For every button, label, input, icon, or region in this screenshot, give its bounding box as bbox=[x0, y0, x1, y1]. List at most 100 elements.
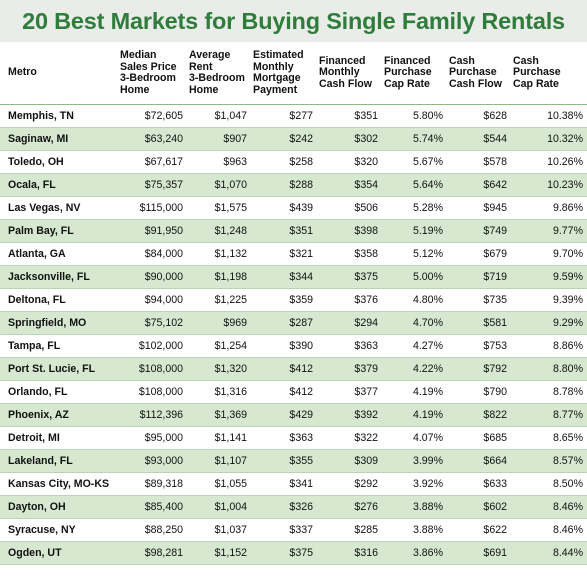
median-price-cell: $89,318 bbox=[118, 472, 187, 496]
financed-cash-flow-cell: $379 bbox=[317, 357, 382, 381]
financed-cash-flow-cell: $292 bbox=[317, 472, 382, 496]
mortgage-payment-cell: $439 bbox=[251, 196, 317, 220]
table-row: Kansas City, MO-KS $89,318 $1,055 $341 $292 3… bbox=[0, 472, 587, 496]
mortgage-payment-cell: $287 bbox=[251, 311, 317, 335]
median-price-cell: $98,281 bbox=[118, 541, 187, 565]
cash-purchase-cap-rate-cell: 8.50% bbox=[511, 472, 587, 496]
table-row: Tampa, FL $102,000 $1,254 $390 $363 4.27% $753… bbox=[0, 334, 587, 358]
financed-cap-rate-cell: 3.88% bbox=[382, 495, 447, 519]
metro-cell: Detroit, MI bbox=[0, 426, 118, 450]
page-title: 20 Best Markets for Buying Single Family… bbox=[22, 7, 565, 34]
table-row: Ocala, FL $75,357 $1,070 $288 $354 5.64% $642 1… bbox=[0, 173, 587, 197]
financed-cash-flow-cell: $398 bbox=[317, 219, 382, 243]
cash-purchase-cap-rate-cell: 10.23% bbox=[511, 173, 587, 197]
table-row: Phoenix, AZ $112,396 $1,369 $429 $392 4.19% $8… bbox=[0, 403, 587, 427]
cash-purchase-cash-flow-cell: $664 bbox=[447, 449, 511, 473]
median-price-cell: $94,000 bbox=[118, 288, 187, 312]
financed-cash-flow-cell: $302 bbox=[317, 127, 382, 151]
mortgage-payment-cell: $344 bbox=[251, 265, 317, 289]
median-price-cell: $95,000 bbox=[118, 426, 187, 450]
cash-purchase-cash-flow-cell: $628 bbox=[447, 104, 511, 128]
column-header-median-sales-price: Median Sales Price 3-Bedroom Home bbox=[118, 42, 187, 105]
column-header-financed-cash-flow: Financed Monthly Cash Flow bbox=[317, 42, 382, 105]
column-header-financed-cap-rate: Financed Purchase Cap Rate bbox=[382, 42, 447, 105]
metro-cell: Atlanta, GA bbox=[0, 242, 118, 266]
cash-purchase-cash-flow-cell: $602 bbox=[447, 495, 511, 519]
financed-cash-flow-cell: $316 bbox=[317, 541, 382, 565]
table-row: Memphis, TN $72,605 $1,047 $277 $351 5.80% $62… bbox=[0, 104, 587, 128]
cash-purchase-cash-flow-cell: $622 bbox=[447, 518, 511, 542]
cash-purchase-cash-flow-cell: $581 bbox=[447, 311, 511, 335]
mortgage-payment-cell: $277 bbox=[251, 104, 317, 128]
median-price-cell: $67,617 bbox=[118, 150, 187, 174]
column-header-cash-purchase-cap-rate: Cash Purchase Cap Rate bbox=[511, 42, 587, 105]
financed-cash-flow-cell: $375 bbox=[317, 265, 382, 289]
cash-purchase-cash-flow-cell: $719 bbox=[447, 265, 511, 289]
column-header-mortgage-payment: Estimated Monthly Mortgage Payment bbox=[251, 42, 317, 105]
financed-cap-rate-cell: 4.80% bbox=[382, 288, 447, 312]
mortgage-payment-cell: $351 bbox=[251, 219, 317, 243]
cash-purchase-cash-flow-cell: $945 bbox=[447, 196, 511, 220]
financed-cap-rate-cell: 4.27% bbox=[382, 334, 447, 358]
cash-purchase-cash-flow-cell: $685 bbox=[447, 426, 511, 450]
median-price-cell: $108,000 bbox=[118, 357, 187, 381]
metro-cell: Port St. Lucie, FL bbox=[0, 357, 118, 381]
financed-cash-flow-cell: $354 bbox=[317, 173, 382, 197]
financed-cash-flow-cell: $363 bbox=[317, 334, 382, 358]
cash-purchase-cap-rate-cell: 8.57% bbox=[511, 449, 587, 473]
financed-cash-flow-cell: $285 bbox=[317, 518, 382, 542]
average-rent-cell: $1,047 bbox=[187, 104, 251, 128]
financed-cash-flow-cell: $358 bbox=[317, 242, 382, 266]
table-row: Jacksonville, FL $90,000 $1,198 $344 $375 5.0… bbox=[0, 265, 587, 289]
table-row: Toledo, OH $67,617 $963 $258 $320 5.67% $578 10… bbox=[0, 150, 587, 174]
cash-purchase-cash-flow-cell: $544 bbox=[447, 127, 511, 151]
cash-purchase-cash-flow-cell: $749 bbox=[447, 219, 511, 243]
cash-purchase-cap-rate-cell: 8.78% bbox=[511, 380, 587, 404]
mortgage-payment-cell: $258 bbox=[251, 150, 317, 174]
average-rent-cell: $1,225 bbox=[187, 288, 251, 312]
average-rent-cell: $1,369 bbox=[187, 403, 251, 427]
average-rent-cell: $1,248 bbox=[187, 219, 251, 243]
average-rent-cell: $1,254 bbox=[187, 334, 251, 358]
median-price-cell: $63,240 bbox=[118, 127, 187, 151]
median-price-cell: $75,357 bbox=[118, 173, 187, 197]
table-row: Lakeland, FL $93,000 $1,107 $355 $309 3.99% $6… bbox=[0, 449, 587, 473]
financed-cap-rate-cell: 5.64% bbox=[382, 173, 447, 197]
financed-cap-rate-cell: 3.88% bbox=[382, 518, 447, 542]
financed-cash-flow-cell: $392 bbox=[317, 403, 382, 427]
financed-cap-rate-cell: 3.99% bbox=[382, 449, 447, 473]
financed-cash-flow-cell: $320 bbox=[317, 150, 382, 174]
table-row: Syracuse, NY $88,250 $1,037 $337 $285 3.88% $6… bbox=[0, 518, 587, 542]
median-price-cell: $112,396 bbox=[118, 403, 187, 427]
metro-cell: Toledo, OH bbox=[0, 150, 118, 174]
cash-purchase-cash-flow-cell: $790 bbox=[447, 380, 511, 404]
metro-cell: Las Vegas, NV bbox=[0, 196, 118, 220]
average-rent-cell: $1,070 bbox=[187, 173, 251, 197]
column-header-metro: Metro bbox=[0, 42, 118, 105]
financed-cap-rate-cell: 4.07% bbox=[382, 426, 447, 450]
metro-cell: Ocala, FL bbox=[0, 173, 118, 197]
financed-cash-flow-cell: $294 bbox=[317, 311, 382, 335]
table-row: Ogden, UT $98,281 $1,152 $375 $316 3.86% $691 8… bbox=[0, 541, 587, 565]
median-price-cell: $90,000 bbox=[118, 265, 187, 289]
financed-cap-rate-cell: 4.22% bbox=[382, 357, 447, 381]
cash-purchase-cap-rate-cell: 8.65% bbox=[511, 426, 587, 450]
metro-cell: Orlando, FL bbox=[0, 380, 118, 404]
mortgage-payment-cell: $390 bbox=[251, 334, 317, 358]
median-price-cell: $72,605 bbox=[118, 104, 187, 128]
mortgage-payment-cell: $429 bbox=[251, 403, 317, 427]
average-rent-cell: $963 bbox=[187, 150, 251, 174]
table-body: Memphis, TN $72,605 $1,047 $277 $351 5.80% $62… bbox=[0, 104, 587, 565]
median-price-cell: $85,400 bbox=[118, 495, 187, 519]
mortgage-payment-cell: $359 bbox=[251, 288, 317, 312]
median-price-cell: $91,950 bbox=[118, 219, 187, 243]
cash-purchase-cap-rate-cell: 8.44% bbox=[511, 541, 587, 565]
average-rent-cell: $1,575 bbox=[187, 196, 251, 220]
metro-cell: Tampa, FL bbox=[0, 334, 118, 358]
table-row: Detroit, MI $95,000 $1,141 $363 $322 4.07% $68… bbox=[0, 426, 587, 450]
cash-purchase-cap-rate-cell: 8.80% bbox=[511, 357, 587, 381]
cash-purchase-cash-flow-cell: $753 bbox=[447, 334, 511, 358]
cash-purchase-cash-flow-cell: $792 bbox=[447, 357, 511, 381]
metro-cell: Syracuse, NY bbox=[0, 518, 118, 542]
cash-purchase-cash-flow-cell: $642 bbox=[447, 173, 511, 197]
